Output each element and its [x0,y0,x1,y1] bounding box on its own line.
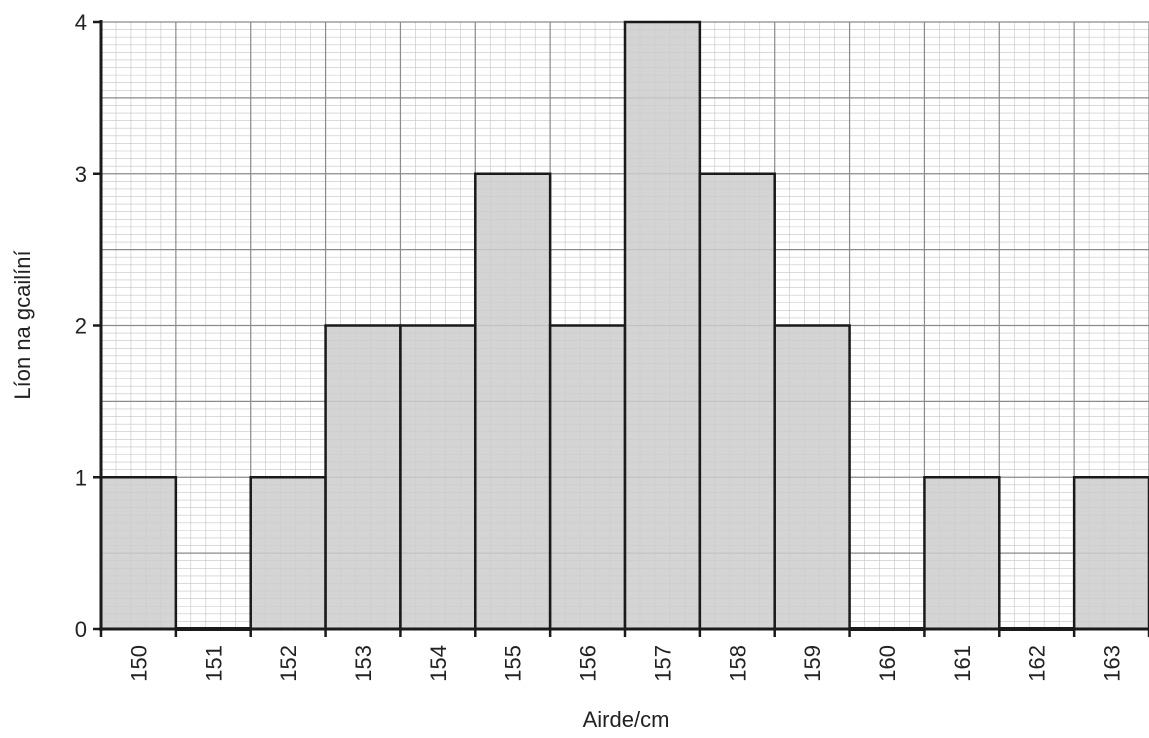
bar-154 [399,324,477,631]
bar-161 [923,476,1001,631]
y-tick-label: 3 [75,162,87,187]
x-tick-label: 163 [1100,645,1125,682]
x-tick-label: 155 [501,645,526,682]
bar-157 [623,20,702,631]
axes [93,20,1149,637]
bar-156 [548,324,627,631]
x-tick-label: 162 [1025,645,1050,682]
x-tick-label: 151 [201,645,226,682]
x-tick-label: 150 [126,645,151,682]
x-tick-labels: 150 151 152 153 154 155 156 157 158 159 160 161 162 1… [126,645,1124,682]
bar-158 [698,172,776,631]
x-tick-label: 158 [725,645,750,682]
x-tick-label: 156 [576,645,601,682]
y-tick-label: 2 [75,314,87,339]
y-tick-label: 4 [75,10,87,35]
x-axis-title: Airde/cm [583,707,670,732]
x-tick-label: 152 [276,645,301,682]
y-tick-label: 0 [75,617,87,642]
x-tick-label: 159 [800,645,825,682]
y-axis-title: Líon na gcailíní [10,250,35,399]
y-tick-labels: 0 1 2 3 4 [75,10,87,642]
bar-152 [249,476,327,631]
bar-159 [773,324,851,631]
bar-155 [474,172,552,631]
bar-150 [99,476,178,631]
x-tick-label: 160 [875,645,900,682]
bar-153 [324,324,402,631]
x-tick-label: 153 [351,645,376,682]
x-tick-label: 161 [950,645,975,682]
bar-163 [1072,476,1149,631]
x-tick-label: 154 [426,645,451,682]
y-tick-label: 1 [75,465,87,490]
x-tick-label: 157 [650,645,675,682]
